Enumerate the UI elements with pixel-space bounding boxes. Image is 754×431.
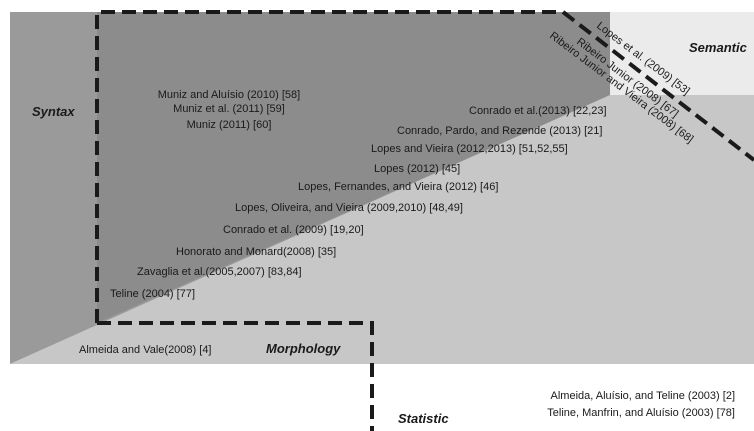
ref-conrado-et-al-2013: Conrado et al.(2013) [22,23]: [469, 105, 607, 117]
ref-zavaglia-et-al-2005-2007: Zavaglia et al.(2005,2007) [83,84]: [137, 266, 302, 278]
ref-honorato-monard-2008: Honorato and Monard(2008) [35]: [176, 246, 336, 258]
statistic-dashed-boundary: [97, 321, 374, 431]
ref-teline-2004: Teline (2004) [77]: [110, 288, 195, 300]
syntax-label: Syntax: [32, 104, 75, 119]
ref-muniz-aluisio-2010: Muniz and Aluísio (2010) [58]: [158, 89, 300, 101]
ref-lopes-fernandes-vieira-2012: Lopes, Fernandes, and Vieira (2012) [46]: [298, 181, 498, 193]
ref-almeida-aluisio-teline-2003: Almeida, Aluísio, and Teline (2003) [2]: [551, 390, 735, 402]
ref-lopes-2012: Lopes (2012) [45]: [374, 163, 460, 175]
ref-conrado-et-al-2009: Conrado et al. (2009) [19,20]: [223, 224, 364, 236]
statistic-label: Statistic: [398, 411, 449, 426]
ref-muniz-2011: Muniz (2011) [60]: [187, 119, 272, 131]
morphology-region: [10, 95, 754, 364]
morphology-label: Morphology: [266, 341, 341, 356]
ref-lopes-vieira-2012-2013: Lopes and Vieira (2012,2013) [51,52,55]: [371, 143, 568, 155]
ref-lopes-oliveira-vieira-2009-2010: Lopes, Oliveira, and Vieira (2009,2010) …: [235, 202, 463, 214]
overlap-dashed-boundary: [95, 10, 754, 323]
syntax-morphology-overlap: [97, 12, 610, 323]
semantic-label: Semantic: [689, 40, 748, 55]
ref-conrado-pardo-rezende-2013: Conrado, Pardo, and Rezende (2013) [21]: [397, 125, 602, 137]
ref-muniz-et-al-2011: Muniz et al. (2011) [59]: [173, 103, 285, 115]
ref-almeida-vale-2008: Almeida and Vale(2008) [4]: [79, 344, 212, 356]
semantic-region: [610, 12, 754, 95]
ref-teline-manfrin-aluisio-2003: Teline, Manfrin, and Aluísio (2003) [78]: [547, 407, 735, 419]
